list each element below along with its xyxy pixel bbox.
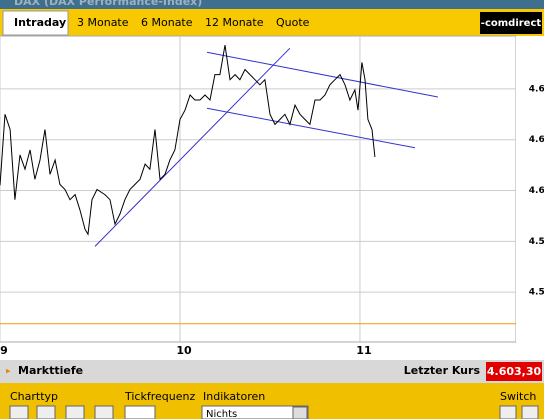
icon-button[interactable]	[94, 405, 114, 419]
last-box	[486, 362, 542, 381]
x-tick-label: 9	[0, 344, 8, 357]
select-value[interactable]: Nichts	[206, 409, 237, 419]
markttiefe[interactable]: Markttiefe	[18, 364, 83, 377]
price-line	[0, 45, 376, 236]
trendline	[94, 47, 291, 247]
y-tick-label: 4.600	[529, 186, 544, 196]
select[interactable]	[201, 405, 309, 419]
plot-area	[0, 35, 517, 343]
axis-area	[516, 36, 544, 342]
tab[interactable]: Intraday	[14, 16, 66, 29]
tab-bar	[0, 9, 544, 36]
tab-active[interactable]	[2, 10, 69, 36]
arrow-icon: ▸	[6, 367, 11, 377]
icon-button[interactable]	[521, 405, 539, 419]
tick-input[interactable]	[124, 405, 156, 419]
label: Indikatoren	[203, 390, 265, 403]
info-bar	[0, 360, 544, 383]
last-label: Letzter Kurs	[404, 364, 481, 377]
tab[interactable]: 3 Monate	[77, 16, 129, 29]
tab[interactable]: Quote	[276, 16, 310, 29]
trendline	[206, 107, 416, 149]
x-tick-label: 11	[356, 344, 371, 357]
select-arrow[interactable]	[292, 406, 308, 419]
icon-button[interactable]	[9, 405, 29, 419]
window-title: DAX (DAX Performance-Index)	[14, 0, 202, 8]
logo: -comdirect	[481, 18, 542, 29]
tab[interactable]: 6 Monate	[141, 16, 193, 29]
y-tick-label: 4.595	[529, 237, 544, 247]
y-tick-label: 4.605	[529, 135, 544, 145]
label: Charttyp	[10, 390, 58, 403]
tab[interactable]: 12 Monate	[205, 16, 264, 29]
icon-button[interactable]	[499, 405, 517, 419]
logo-box	[480, 12, 542, 34]
label: Switch	[500, 390, 536, 403]
icon-button[interactable]	[65, 405, 85, 419]
x-tick-label: 10	[176, 344, 192, 357]
icon-button[interactable]	[36, 405, 56, 419]
label: Tickfrequenz	[124, 390, 195, 403]
plot: 4.590 4.595 4.600 4.605 4.610 9 10 11	[0, 35, 544, 357]
last-value: 4.603,30	[487, 365, 542, 378]
y-tick-label: 4.610	[529, 84, 544, 94]
title-bar	[0, 0, 544, 9]
y-tick-label: 4.590	[529, 288, 544, 298]
trendline	[206, 51, 438, 98]
